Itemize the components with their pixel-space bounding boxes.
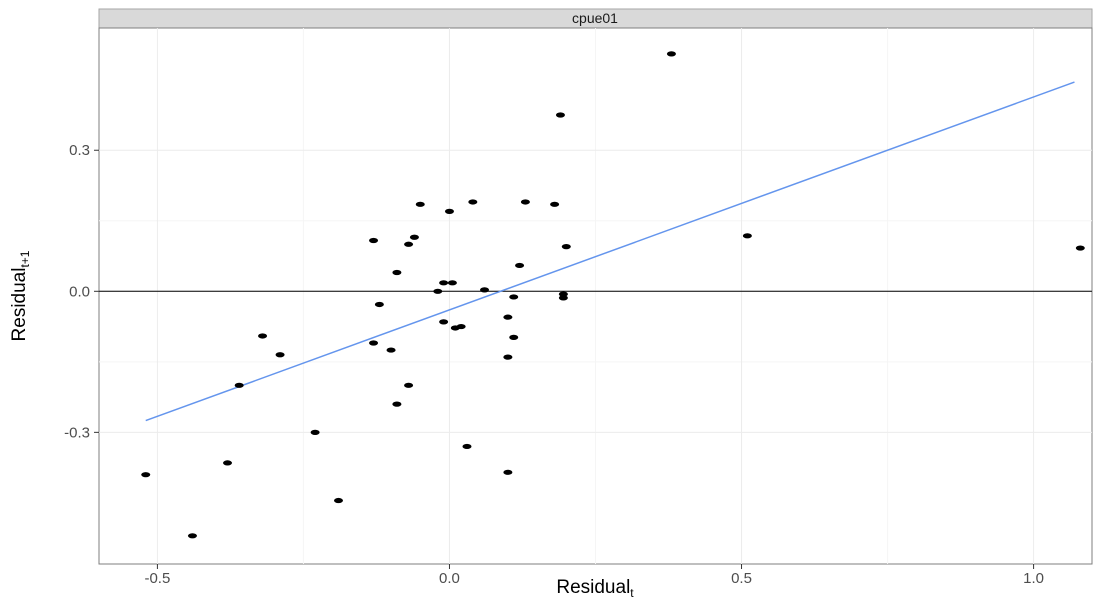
data-point — [462, 443, 472, 450]
data-point — [439, 319, 449, 325]
data-point — [404, 241, 414, 247]
data-point — [503, 314, 513, 320]
x-tick-label: 0.5 — [731, 570, 752, 587]
x-axis-title-main: Residual — [556, 577, 630, 598]
data-point — [503, 469, 513, 475]
data-point — [447, 280, 457, 286]
data-point — [433, 288, 443, 294]
regression-line-group — [145, 81, 1075, 422]
data-point — [444, 208, 454, 214]
panel-title: cpue01 — [572, 10, 618, 26]
data-point — [187, 533, 197, 539]
y-axis-title: Residualt+1 — [9, 250, 32, 341]
data-point — [550, 201, 560, 207]
data-point — [333, 497, 343, 504]
x-tick-label: 1.0 — [1023, 570, 1044, 587]
data-point — [558, 291, 568, 297]
y-tick-label: -0.3 — [64, 424, 90, 441]
data-point — [310, 429, 320, 435]
data-point — [520, 199, 530, 205]
data-point — [503, 354, 513, 360]
data-point — [409, 234, 419, 240]
data-point — [1075, 245, 1085, 251]
data-point — [386, 347, 396, 353]
data-point — [223, 460, 233, 466]
data-point — [561, 244, 571, 250]
data-point — [558, 295, 568, 301]
data-point — [456, 323, 466, 330]
data-point — [439, 280, 449, 286]
x-axis-ticks: -0.5 0.0 0.5 1.0 — [144, 564, 1044, 587]
data-point — [509, 334, 519, 340]
data-point — [742, 233, 752, 239]
data-points — [141, 51, 1085, 539]
data-point — [369, 340, 379, 346]
data-point — [415, 201, 425, 207]
regression-line — [145, 81, 1075, 422]
data-point — [392, 269, 402, 276]
data-point — [258, 333, 268, 339]
data-point — [666, 51, 676, 57]
x-tick-label: -0.5 — [144, 570, 170, 587]
y-tick-label: 0.0 — [69, 283, 90, 300]
y-tick-label: 0.3 — [69, 142, 90, 159]
y-axis-ticks: -0.3 0.0 0.3 — [64, 142, 99, 441]
x-axis-title-sub: t — [630, 586, 634, 600]
x-tick-label: 0.0 — [439, 570, 460, 587]
data-point — [234, 382, 244, 388]
data-point — [369, 237, 379, 244]
data-point — [480, 287, 490, 293]
y-axis-title-sub: t+1 — [18, 250, 32, 267]
data-point — [509, 294, 519, 300]
x-axis-title: Residualt — [556, 577, 634, 600]
data-point — [515, 262, 525, 269]
data-point — [392, 401, 402, 407]
data-point — [275, 352, 285, 358]
data-point — [404, 382, 414, 388]
data-point — [555, 112, 565, 118]
y-axis-title-main: Residual — [9, 268, 30, 342]
data-point — [374, 301, 384, 308]
data-point — [468, 199, 478, 205]
data-point — [141, 472, 151, 478]
